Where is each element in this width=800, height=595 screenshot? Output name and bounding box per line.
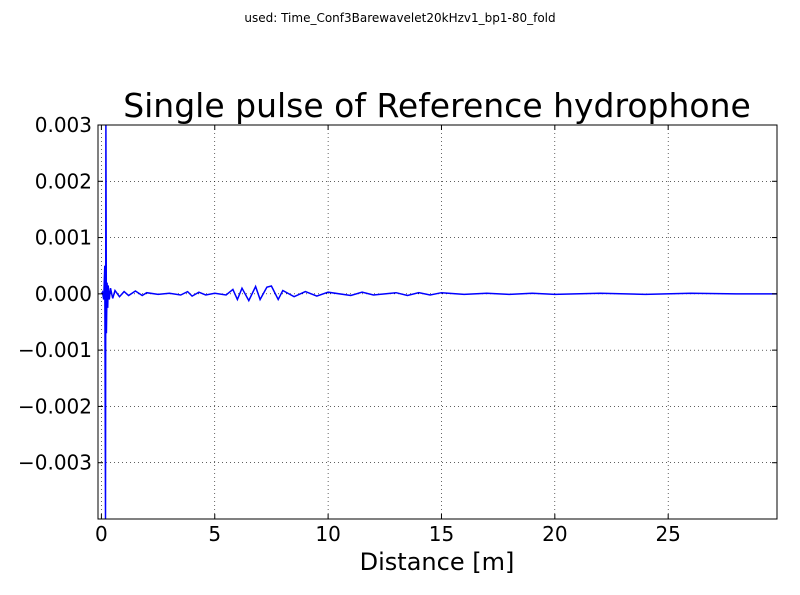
x-tick-label: 0	[95, 522, 108, 546]
y-tick-labels: 0.003 0.002 0.001 0.000 −0.001 −0.002 −0.003	[18, 113, 92, 475]
chart-title: Single pulse of Reference hydrophone	[123, 86, 751, 125]
y-tick-label: 0.002	[35, 169, 92, 193]
grid-lines	[98, 124, 777, 519]
y-tick-label: 0.003	[35, 113, 92, 137]
x-tick-label: 20	[542, 522, 567, 546]
y-tick-label: −0.001	[18, 338, 92, 362]
ticks	[98, 124, 777, 519]
data-series	[100, 124, 777, 520]
plot-area	[97, 124, 778, 520]
x-axis-label: Distance [m]	[360, 548, 515, 576]
y-tick-label: −0.002	[18, 394, 92, 418]
x-tick-label: 10	[315, 522, 340, 546]
x-tick-label: 5	[208, 522, 221, 546]
y-tick-label: 0.001	[35, 226, 92, 250]
x-tick-label: 25	[655, 522, 680, 546]
axes-frame	[97, 124, 778, 520]
x-tick-label: 15	[429, 522, 454, 546]
y-tick-label: 0.000	[35, 282, 92, 306]
series-line	[100, 124, 777, 520]
figure-suptitle: used: Time_Conf3Barewavelet20kHzv1_bp1-8…	[244, 11, 555, 25]
y-tick-label: −0.003	[18, 451, 92, 475]
x-tick-labels: 0 5 10 15 20 25	[95, 522, 681, 546]
